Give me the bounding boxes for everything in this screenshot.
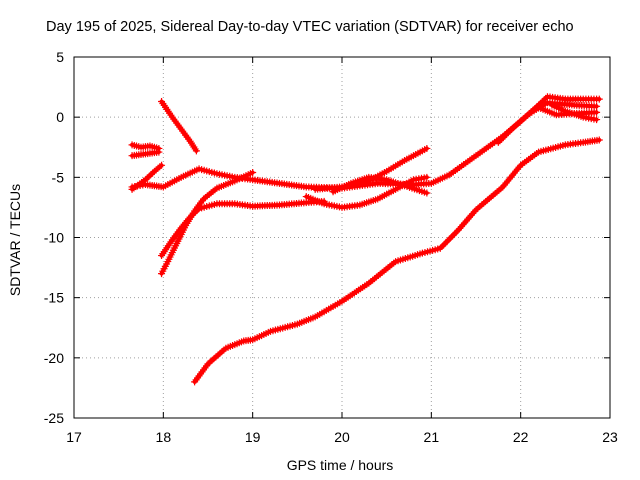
data-point-marker	[503, 130, 511, 138]
data-point-marker	[498, 135, 506, 143]
data-point-marker	[494, 138, 502, 146]
y-axis-label: SDTVAR / TECUs	[7, 184, 23, 296]
data-point-marker	[501, 132, 509, 140]
series-trace-e	[158, 98, 200, 155]
grid-lines	[74, 57, 610, 418]
series-trace-d	[128, 161, 166, 193]
series-trace-n	[191, 136, 603, 386]
y-tick-label: 5	[56, 49, 64, 65]
x-tick-label: 22	[513, 429, 529, 445]
data-point-marker	[423, 189, 431, 197]
x-tick-label: 21	[424, 429, 440, 445]
data-point-marker	[593, 102, 601, 110]
data-point-marker	[155, 148, 163, 156]
data-point-marker	[192, 147, 200, 155]
data-point-marker	[499, 133, 507, 141]
data-point-marker	[423, 173, 431, 181]
y-tick-label: -10	[44, 230, 64, 246]
chart-title: Day 195 of 2025, Sidereal Day-to-day VTE…	[46, 19, 574, 35]
y-tick-label: -5	[52, 169, 65, 185]
y-tick-label: -20	[44, 350, 64, 366]
data-point-marker	[423, 144, 431, 152]
data-point-marker	[504, 129, 512, 137]
series-trace-k	[494, 93, 603, 146]
series-trace-g	[158, 169, 257, 278]
x-tick-label: 17	[66, 429, 82, 445]
y-tick-label: -15	[44, 290, 64, 306]
x-tick-label: 23	[602, 429, 618, 445]
series-layer	[128, 93, 603, 386]
data-point-marker	[249, 169, 257, 177]
data-point-marker	[595, 136, 603, 144]
data-point-marker	[506, 127, 514, 135]
series-trace-a	[128, 141, 163, 152]
x-tick-label: 20	[334, 429, 350, 445]
y-tick-labels: -25 -20 -15 -10 -5 0 5	[44, 49, 64, 426]
y-tick-label: 0	[56, 109, 64, 125]
data-point-marker	[593, 108, 601, 116]
x-tick-labels: 17 18 19 20 21 22 23	[66, 429, 618, 445]
series-trace-m	[548, 101, 601, 124]
data-point-marker	[158, 161, 166, 169]
series-trace-j	[311, 144, 431, 193]
x-axis-label: GPS time / hours	[287, 457, 394, 473]
data-point-marker	[593, 116, 601, 124]
x-tick-label: 18	[156, 429, 172, 445]
y-tick-label: -25	[44, 410, 64, 426]
axis-ticks	[73, 56, 611, 419]
data-point-marker	[595, 95, 603, 103]
series-trace-b	[128, 148, 163, 160]
x-tick-label: 19	[245, 429, 261, 445]
data-point-marker	[496, 137, 504, 145]
series-trace-l	[535, 104, 601, 119]
